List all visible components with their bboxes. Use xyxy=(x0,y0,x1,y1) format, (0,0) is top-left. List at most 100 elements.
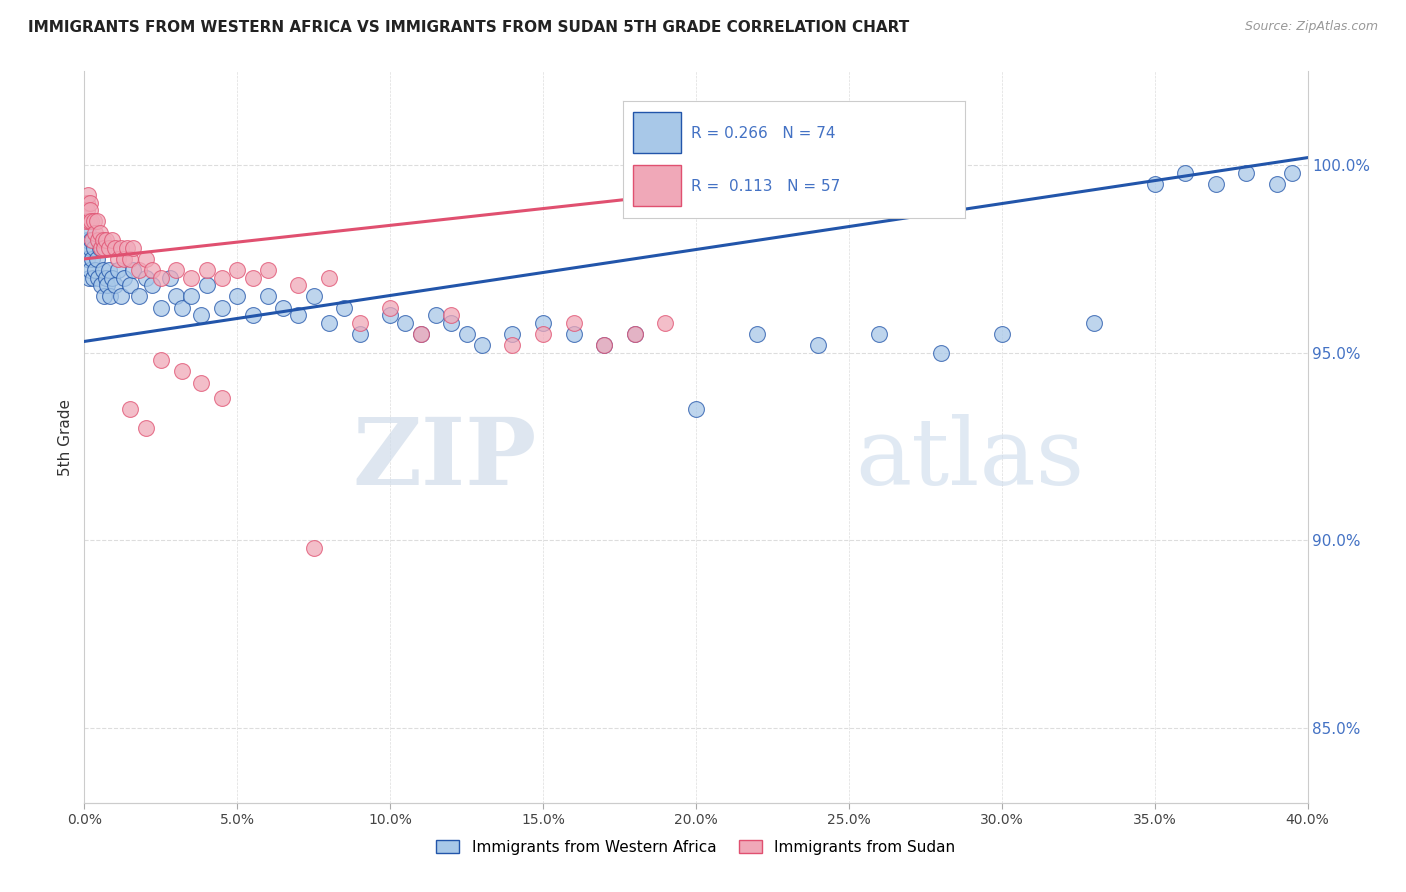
Point xyxy=(747,326,769,341)
Point xyxy=(79,263,101,277)
Point xyxy=(318,316,340,330)
Point xyxy=(120,252,142,266)
Point xyxy=(76,203,98,218)
Point xyxy=(333,301,356,315)
Text: atlas: atlas xyxy=(855,414,1084,504)
Point xyxy=(531,326,554,341)
Point xyxy=(112,252,135,266)
Point xyxy=(1265,177,1288,191)
Point xyxy=(149,270,172,285)
Point xyxy=(302,541,325,555)
Point xyxy=(287,308,309,322)
Point xyxy=(195,278,218,293)
Point xyxy=(440,316,463,330)
Point xyxy=(79,195,101,210)
Point xyxy=(302,289,325,303)
Point xyxy=(180,270,202,285)
Point xyxy=(77,214,100,228)
Point xyxy=(89,226,111,240)
Point xyxy=(101,233,124,247)
Point xyxy=(87,270,110,285)
Point xyxy=(593,338,616,352)
Point xyxy=(122,263,145,277)
Point xyxy=(76,252,98,266)
Y-axis label: 5th Grade: 5th Grade xyxy=(58,399,73,475)
Point xyxy=(456,326,478,341)
Point xyxy=(86,214,108,228)
Point xyxy=(172,364,194,378)
Point xyxy=(83,214,105,228)
Point xyxy=(91,263,114,277)
Point xyxy=(257,289,280,303)
Point xyxy=(135,252,157,266)
Legend: Immigrants from Western Africa, Immigrants from Sudan: Immigrants from Western Africa, Immigran… xyxy=(430,834,962,861)
Point xyxy=(380,301,402,315)
Point xyxy=(440,308,463,322)
Point xyxy=(165,263,187,277)
Point xyxy=(107,263,129,277)
Point xyxy=(502,326,524,341)
Point xyxy=(97,241,120,255)
Point xyxy=(96,278,118,293)
Point xyxy=(562,316,585,330)
Point xyxy=(91,233,114,247)
Point xyxy=(1083,316,1105,330)
Point xyxy=(271,301,294,315)
Point xyxy=(94,270,117,285)
Point xyxy=(107,252,129,266)
Point xyxy=(380,308,402,322)
Point xyxy=(425,308,447,322)
Point xyxy=(97,263,120,277)
Point xyxy=(94,233,117,247)
Point xyxy=(77,188,100,202)
Point xyxy=(83,241,105,255)
Point xyxy=(242,308,264,322)
Point xyxy=(287,278,309,293)
Point xyxy=(562,326,585,341)
Point xyxy=(93,289,115,303)
Point xyxy=(93,241,115,255)
Point xyxy=(79,203,101,218)
Point xyxy=(211,270,233,285)
Point xyxy=(135,420,157,434)
Point xyxy=(195,263,218,277)
Point xyxy=(90,241,112,255)
Point xyxy=(211,301,233,315)
Point xyxy=(86,252,108,266)
Point xyxy=(135,270,157,285)
Point xyxy=(87,233,110,247)
Text: Source: ZipAtlas.com: Source: ZipAtlas.com xyxy=(1244,20,1378,33)
Point xyxy=(101,270,124,285)
Point xyxy=(1205,177,1227,191)
Point xyxy=(807,338,830,352)
Point xyxy=(128,263,150,277)
Point xyxy=(104,278,127,293)
Point xyxy=(98,289,121,303)
Point xyxy=(409,326,432,341)
Point xyxy=(394,316,416,330)
Point xyxy=(84,263,107,277)
Point xyxy=(75,214,97,228)
Point xyxy=(89,241,111,255)
Point xyxy=(593,338,616,352)
Point xyxy=(149,353,172,368)
Point xyxy=(624,326,647,341)
Point xyxy=(110,289,132,303)
Point xyxy=(190,376,212,390)
Point xyxy=(75,241,97,255)
Point xyxy=(90,278,112,293)
Text: IMMIGRANTS FROM WESTERN AFRICA VS IMMIGRANTS FROM SUDAN 5TH GRADE CORRELATION CH: IMMIGRANTS FROM WESTERN AFRICA VS IMMIGR… xyxy=(28,20,910,35)
Point xyxy=(82,270,104,285)
Point xyxy=(349,326,371,341)
Point xyxy=(226,263,249,277)
Point xyxy=(120,278,142,293)
Point xyxy=(502,338,524,352)
Point xyxy=(257,263,280,277)
Point xyxy=(211,391,233,405)
Point xyxy=(149,301,172,315)
Point xyxy=(128,289,150,303)
Point xyxy=(80,214,103,228)
Text: ZIP: ZIP xyxy=(353,414,537,504)
Point xyxy=(349,316,371,330)
Point xyxy=(869,326,891,341)
